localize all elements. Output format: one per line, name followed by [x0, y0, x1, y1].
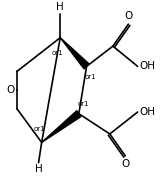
Text: or1: or1 [85, 74, 97, 80]
Text: or1: or1 [33, 126, 45, 132]
Text: O: O [124, 11, 132, 21]
Text: O: O [121, 159, 129, 169]
Text: H: H [56, 2, 64, 12]
Text: or1: or1 [77, 101, 89, 107]
Text: or1: or1 [52, 50, 63, 56]
Text: OH: OH [139, 61, 155, 71]
Text: H: H [35, 164, 42, 174]
Polygon shape [42, 111, 81, 142]
Text: OH: OH [139, 107, 155, 117]
Text: O: O [6, 85, 15, 95]
Polygon shape [60, 38, 89, 69]
